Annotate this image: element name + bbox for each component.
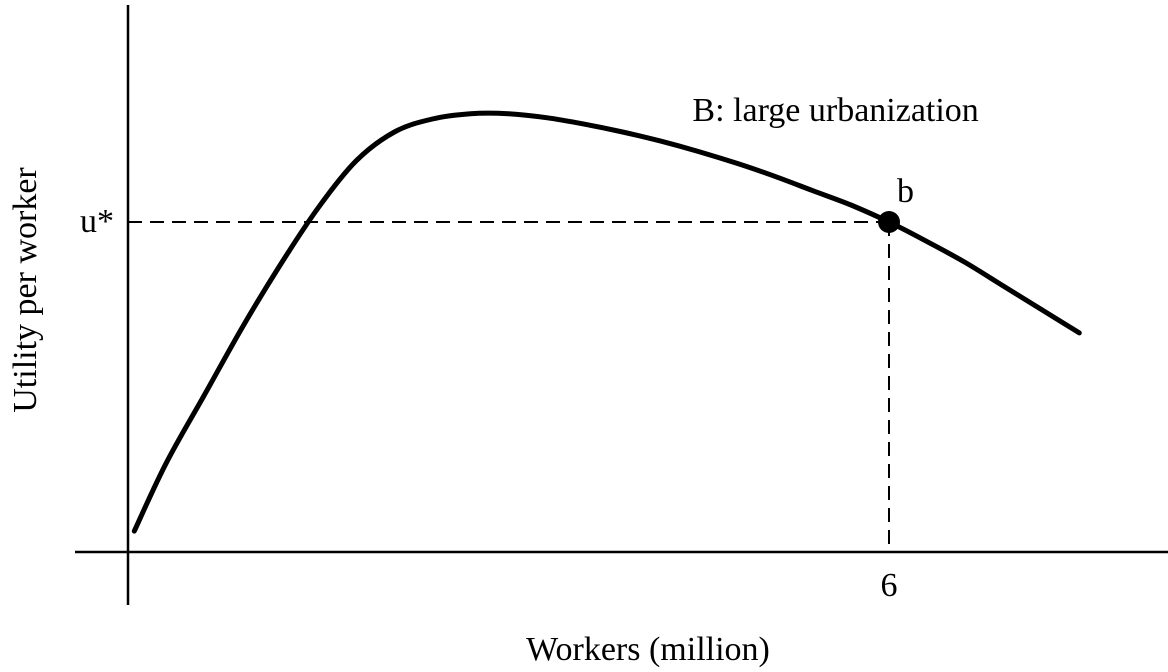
axes [75, 5, 1168, 605]
point-b-marker [878, 211, 900, 233]
annotation-label-0: B: large urbanization [692, 92, 978, 129]
x-axis-label: Workers (million) [526, 631, 770, 668]
series-layer [131, 110, 1082, 534]
x-tick-label-0: 6 [881, 567, 898, 604]
series-line-0 [131, 110, 1082, 534]
guide-lines [128, 221, 890, 552]
labels-layer: b u* 6 B: large urbanization Workers (millio… [7, 92, 979, 668]
point-b-label: b [897, 173, 914, 210]
y-axis-label: Utility per worker [7, 167, 44, 413]
y-tick-label-0: u* [80, 203, 114, 240]
